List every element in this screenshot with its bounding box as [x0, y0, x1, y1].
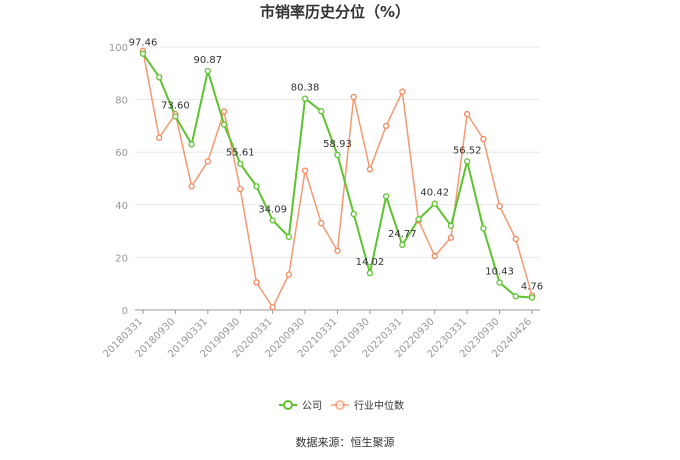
data-point-industry — [399, 88, 406, 95]
series-lines — [142, 50, 533, 309]
data-point-industry — [156, 134, 163, 141]
legend-marker-industry — [335, 400, 345, 410]
data-point-industry — [382, 122, 390, 130]
data-point-company — [253, 183, 260, 190]
data-point-industry — [285, 271, 293, 278]
data-point-company — [318, 108, 325, 115]
y-tick-label: 60 — [115, 148, 128, 159]
data-point-company — [382, 193, 390, 200]
data-point-company — [415, 216, 422, 223]
data-point-industry — [480, 135, 487, 143]
legend-item-company[interactable]: 公司 — [279, 400, 322, 412]
data-label: 55.61 — [226, 148, 255, 159]
data-point-industry — [318, 220, 325, 227]
legend-label-company: 公司 — [302, 401, 322, 412]
data-label: 4.76 — [521, 281, 543, 292]
data-point-company — [220, 121, 228, 128]
data-point-industry — [512, 235, 519, 243]
data-point-industry — [301, 167, 309, 174]
chart-title: 市销率历史分位（%） — [260, 3, 410, 21]
data-point-industry — [220, 108, 228, 115]
data-point-company — [512, 293, 519, 300]
data-point-company — [285, 233, 293, 241]
data-point-company — [399, 241, 406, 249]
data-point-industry — [447, 234, 455, 241]
data-point-company — [269, 217, 276, 224]
y-tick-label: 0 — [122, 306, 128, 317]
data-label: 58.93 — [323, 139, 352, 150]
data-point-company — [301, 95, 309, 102]
data-label: 97.46 — [129, 38, 158, 49]
data-point-company — [350, 210, 357, 218]
data-labels: 97.46 73.60 90.87 55.61 34.09 80.38 58.93 14.02… — [129, 38, 543, 293]
data-point-company — [480, 225, 487, 232]
data-point-company — [139, 50, 147, 57]
data-point-company — [156, 74, 163, 81]
data-point-company — [334, 151, 341, 159]
data-point-company — [366, 269, 374, 277]
data-label: 10.43 — [485, 267, 514, 278]
data-point-industry — [253, 279, 260, 286]
series-line-company — [142, 53, 533, 299]
data-point-industry — [334, 247, 341, 254]
data-point-company — [237, 160, 244, 167]
data-point-industry — [350, 93, 357, 101]
source-text: 数据来源：恒生聚源 — [296, 435, 395, 449]
data-point-industry — [496, 202, 503, 210]
y-tick-label: 40 — [115, 201, 128, 212]
data-label: 73.60 — [161, 100, 190, 111]
legend-label-industry: 行业中位数 — [354, 399, 404, 412]
data-label: 24.77 — [388, 229, 417, 240]
data-label: 90.87 — [194, 55, 223, 66]
data-point-industry — [464, 110, 471, 118]
y-tick-label: 20 — [115, 253, 128, 264]
data-point-company — [464, 158, 471, 165]
data-point-company — [172, 113, 179, 120]
data-point-company — [188, 141, 195, 148]
data-point-industry — [269, 304, 276, 311]
x-axis: 2018033120180930201903312019093020200331… — [101, 309, 540, 360]
data-point-industry — [431, 252, 438, 260]
data-point-company — [528, 294, 536, 301]
data-label: 56.52 — [453, 145, 482, 156]
data-label: 34.09 — [258, 204, 287, 215]
data-point-company — [204, 67, 211, 75]
data-point-industry — [188, 183, 195, 190]
data-point-industry — [204, 158, 211, 165]
data-label: 80.38 — [291, 83, 320, 94]
y-tick-label: 80 — [115, 96, 128, 107]
series-points — [139, 47, 536, 311]
y-axis: 0 20 40 60 80 100 — [109, 43, 128, 317]
data-point-company — [496, 279, 503, 286]
legend[interactable]: 公司 行业中位数 — [279, 399, 404, 412]
y-tick-label: 100 — [109, 43, 128, 54]
series-line-industry — [142, 50, 533, 309]
data-point-industry — [237, 185, 244, 193]
legend-marker-company — [283, 400, 293, 410]
data-point-industry — [366, 166, 374, 173]
data-label: 40.42 — [420, 188, 449, 199]
data-label: 14.02 — [356, 257, 385, 268]
legend-item-industry[interactable]: 行业中位数 — [331, 399, 404, 412]
data-point-company — [447, 222, 455, 229]
data-point-company — [431, 200, 438, 207]
